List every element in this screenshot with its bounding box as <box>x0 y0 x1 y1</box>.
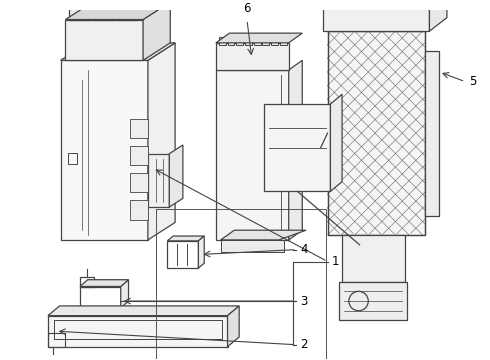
Text: 3: 3 <box>300 294 308 307</box>
Bar <box>61 60 148 240</box>
Polygon shape <box>198 236 204 268</box>
Bar <box>48 333 66 347</box>
Bar <box>263 37 270 45</box>
Polygon shape <box>168 236 204 241</box>
Bar <box>104 8 114 19</box>
Text: 4: 4 <box>300 243 308 256</box>
Polygon shape <box>220 230 306 240</box>
Bar <box>216 43 289 70</box>
Bar <box>80 287 121 308</box>
Polygon shape <box>429 0 447 31</box>
Polygon shape <box>169 145 183 207</box>
Polygon shape <box>66 2 170 19</box>
Text: 2: 2 <box>300 338 308 351</box>
Bar <box>54 320 221 339</box>
Bar <box>68 153 77 164</box>
Bar <box>339 282 407 320</box>
Bar <box>265 104 330 192</box>
Polygon shape <box>121 280 128 308</box>
Bar <box>130 146 148 165</box>
Bar <box>80 277 94 287</box>
Bar <box>424 51 439 216</box>
Bar <box>227 37 234 45</box>
Polygon shape <box>330 94 342 192</box>
Polygon shape <box>289 60 302 240</box>
Bar <box>254 37 261 45</box>
Bar <box>219 37 225 45</box>
Bar <box>395 0 405 2</box>
Text: 1: 1 <box>331 255 339 268</box>
Bar <box>327 31 424 235</box>
Bar <box>168 241 198 268</box>
Bar <box>355 0 365 2</box>
Bar <box>368 0 378 2</box>
Polygon shape <box>61 43 175 60</box>
Bar <box>81 8 91 19</box>
Bar <box>245 37 252 45</box>
Bar <box>322 0 429 31</box>
Bar <box>216 70 289 240</box>
Polygon shape <box>148 43 175 240</box>
Text: 6: 6 <box>243 2 251 15</box>
Bar <box>130 200 148 220</box>
Bar <box>327 0 337 2</box>
Bar <box>328 32 424 234</box>
Bar <box>127 8 137 19</box>
Bar <box>341 0 351 2</box>
Bar <box>327 31 424 235</box>
Bar <box>116 8 125 19</box>
Polygon shape <box>143 2 170 60</box>
Polygon shape <box>216 33 302 43</box>
Polygon shape <box>227 306 239 347</box>
Bar <box>130 118 148 138</box>
Bar <box>382 0 392 2</box>
Bar <box>220 240 284 252</box>
Bar <box>93 8 102 19</box>
Text: 5: 5 <box>469 75 477 88</box>
Bar <box>342 235 405 282</box>
Bar <box>69 8 79 19</box>
Bar <box>156 209 325 359</box>
Bar <box>280 37 287 45</box>
Bar <box>148 154 169 207</box>
Bar <box>130 173 148 192</box>
Bar <box>48 316 227 347</box>
Bar <box>236 37 243 45</box>
Polygon shape <box>80 280 128 287</box>
Bar <box>66 19 143 60</box>
Bar <box>271 37 278 45</box>
Polygon shape <box>48 306 239 316</box>
Bar <box>70 0 133 8</box>
